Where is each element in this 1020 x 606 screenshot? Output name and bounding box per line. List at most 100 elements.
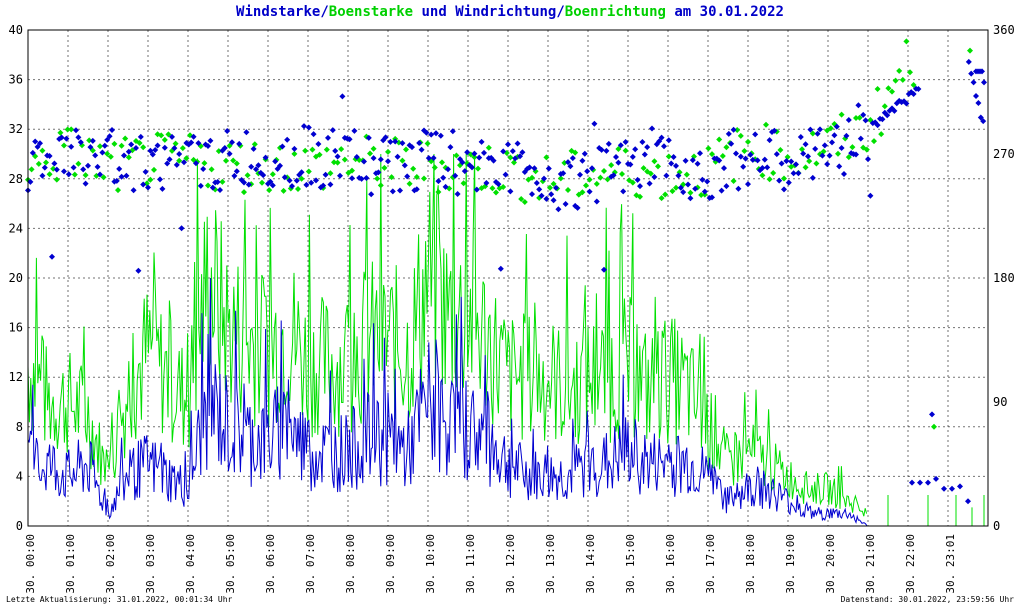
wind-direction-point (190, 133, 197, 140)
gust-direction-point (388, 174, 395, 181)
wind-direction-point (598, 146, 605, 153)
gust-direction-point (46, 171, 53, 178)
x-tick-label: 30. 03:00 (144, 534, 157, 594)
gust-direction-point (557, 175, 564, 182)
gust-direction-point (370, 145, 377, 152)
wind-direction-point (617, 142, 624, 149)
gust-direction-point (485, 144, 492, 151)
y-left-tick-label: 0 (16, 519, 23, 533)
wind-direction-point (440, 174, 447, 181)
gust-direction-point (838, 111, 845, 118)
wind-direction-point (358, 175, 365, 182)
y-left-tick-label: 16 (9, 321, 23, 335)
wind-direction-point (161, 144, 168, 151)
wind-direction-point (742, 155, 749, 162)
gust-direction-point (896, 67, 903, 74)
gust-direction-point (176, 157, 183, 164)
wind-direction-point (298, 169, 305, 176)
gust-direction-point (71, 171, 78, 178)
wind-direction-point (973, 93, 979, 100)
wind-direction-point (97, 171, 103, 178)
gust-direction-point (601, 168, 607, 175)
wind-direction-point (39, 172, 46, 179)
gust-direction-point (521, 199, 528, 206)
wind-direction-point (332, 147, 339, 154)
wind-direction-point (449, 128, 456, 135)
gust-direction-point (903, 38, 910, 45)
x-tick-label: 30. 11:00 (464, 534, 477, 594)
wind-direction-point (303, 181, 310, 188)
wind-direction-point (293, 177, 300, 184)
x-tick-label: 30. 04:00 (184, 534, 197, 594)
gust-direction-point (298, 175, 305, 182)
gust-direction-point (309, 146, 316, 153)
wind-direction-point (716, 157, 723, 164)
gust-direction-point (550, 180, 557, 187)
wind-direction-point (377, 156, 384, 163)
wind-direction-point (581, 150, 588, 157)
wind-direction-point (759, 164, 766, 171)
wind-direction-point (689, 157, 696, 164)
wind-direction-point (637, 183, 643, 190)
wind-direction-point (145, 184, 151, 191)
gust-direction-point (104, 150, 111, 157)
wind-direction-point (977, 114, 984, 121)
wind-direction-point (320, 182, 327, 189)
wind-direction-point (610, 172, 617, 179)
wind-direction-point (106, 133, 113, 140)
gust-direction-point (125, 154, 132, 161)
axes: 0 4 8 12 16 20 24 28 32 36 40 0 90 180 270 360 30. 00:00… (9, 23, 1015, 594)
gust-direction-point (683, 171, 690, 178)
wind-direction-point (553, 184, 559, 191)
wind-direction-point (226, 150, 233, 157)
wind-direction-point (584, 168, 591, 175)
wind-direction-point (853, 151, 859, 158)
wind-direction-point (505, 141, 511, 148)
wind-direction-point (34, 143, 41, 150)
wind-direction-point (478, 138, 485, 145)
wind-direction-point (685, 181, 691, 188)
wind-direction-point (387, 138, 394, 145)
x-tick-label: 30. 23:01 (944, 534, 957, 594)
wind-direction-point (526, 164, 533, 171)
wind-direction-point (819, 152, 826, 159)
gust-direction-point (849, 144, 856, 151)
x-tick-label: 30. 14:00 (584, 534, 597, 594)
gust-direction-point (910, 82, 917, 89)
wind-direction-point (248, 163, 255, 170)
wind-direction-point (313, 177, 319, 184)
wind-direction-point (867, 192, 874, 199)
wind-direction-point (128, 141, 135, 148)
wind-direction-point (709, 194, 715, 201)
wind-direction-point (89, 137, 96, 144)
wind-direction-point (555, 206, 562, 213)
x-tick-label: 30. 17:00 (704, 534, 717, 594)
gust-direction-point (705, 145, 712, 152)
wind-direction-point (531, 165, 538, 172)
wind-direction-point (353, 153, 360, 160)
wind-direction-point (404, 173, 411, 180)
wind-direction-point (668, 160, 675, 167)
gust-direction-point (316, 151, 323, 158)
wind-direction-point (644, 144, 651, 151)
wind-direction-point (346, 136, 353, 143)
title-direction: und Windrichtung/ (413, 4, 565, 20)
wind-direction-point (85, 162, 91, 169)
wind-direction-point (229, 139, 235, 146)
wind-direction-point (651, 174, 658, 181)
gust-direction-point (604, 176, 611, 183)
gust-direction-point (208, 166, 215, 173)
gust-direction-point (334, 159, 341, 166)
y-left-tick-label: 4 (16, 469, 23, 483)
wind-direction-point (773, 151, 780, 158)
wind-direction-point (281, 174, 288, 181)
wind-direction-point (970, 79, 977, 86)
gust-direction-point (806, 158, 813, 165)
x-tick-label: 30. 22:00 (904, 534, 917, 594)
gust-direction-point (75, 160, 82, 167)
wind-direction-point (533, 179, 540, 186)
gust-direction-point (723, 144, 730, 151)
wind-direction-point (817, 126, 823, 133)
x-tick-label: 30. 06:00 (264, 534, 277, 594)
